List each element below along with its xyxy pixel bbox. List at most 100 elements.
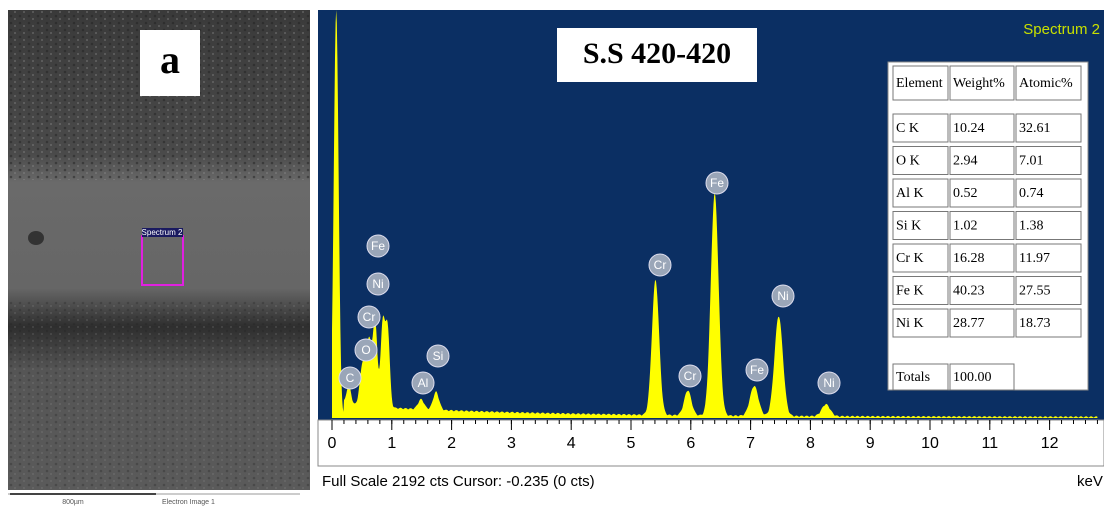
- table-cell: [1015, 178, 1082, 208]
- table-cell: [892, 276, 949, 305]
- table-cell: [949, 146, 1015, 175]
- peak-label: O: [361, 343, 370, 357]
- table-cell: [892, 65, 949, 101]
- table-cell: [1015, 146, 1082, 175]
- status: Full Scale 2192 cts Cursor: -0.235 (0 ct…: [322, 473, 595, 490]
- table-cell: [1015, 243, 1082, 273]
- peak-label: Ni: [823, 376, 834, 390]
- peak-marker: [678, 364, 702, 388]
- x-tick-label: 4: [567, 435, 576, 452]
- table-text: O K: [896, 154, 920, 169]
- peak-labels: CO Cr Ni Fe Al Si Cr Cr Fe Fe Ni Ni: [338, 171, 841, 395]
- table-cell: [892, 211, 949, 240]
- table-cell: [1015, 276, 1082, 305]
- table-text: 100.00: [953, 370, 992, 385]
- table-cell: [1015, 65, 1082, 101]
- x-unit: keV: [1077, 473, 1103, 490]
- table-cell: [1015, 308, 1082, 338]
- table-text: Cr K: [896, 251, 924, 266]
- region-label: Spectrum 2: [142, 228, 183, 237]
- peak-label: C: [346, 371, 355, 385]
- x-tick-label: 12: [1041, 435, 1059, 452]
- peak-label: Ni: [372, 277, 383, 291]
- panel-label-box: [140, 30, 200, 96]
- table-text: 18.73: [1019, 316, 1051, 331]
- table-text: Al K: [896, 186, 924, 201]
- table-text: Fe K: [896, 284, 924, 299]
- table-cell: [949, 363, 1015, 391]
- table-text: 1.38: [1019, 219, 1044, 234]
- table-cell: [949, 113, 1015, 143]
- table-text: 40.23: [953, 284, 985, 299]
- table-cell: [892, 243, 949, 273]
- table-text: Si K: [896, 219, 921, 234]
- x-tick-label: 6: [686, 435, 695, 452]
- spectrum-curve: [332, 10, 1098, 418]
- table-cell: [892, 308, 949, 338]
- peak-marker: [745, 358, 769, 382]
- table-cell: [892, 178, 949, 208]
- x-tick-label: 3: [507, 435, 516, 452]
- spectrum-name: Spectrum 2: [1023, 21, 1100, 38]
- composition-table: Element Weight% Atomic% C K 10.24 32.61 O K 2.9…: [887, 61, 1089, 391]
- x-tick-label: 10: [921, 435, 939, 452]
- peak-marker: [338, 366, 362, 390]
- x-tick-label: 5: [627, 435, 636, 452]
- table-text: Atomic%: [1019, 76, 1073, 91]
- peak-label: Ni: [777, 289, 788, 303]
- table-cell: [949, 211, 1015, 240]
- table-text: 2.94: [953, 154, 978, 169]
- table-text: 10.24: [953, 121, 985, 136]
- table-cell: [949, 243, 1015, 273]
- table-text: Weight%: [953, 76, 1005, 91]
- peak-marker: [705, 171, 729, 195]
- axis-strip: [317, 419, 1104, 467]
- peak-label: Cr: [654, 258, 667, 272]
- table-cell: [949, 178, 1015, 208]
- table-text: Ni K: [896, 316, 924, 331]
- table-text: 27.55: [1019, 284, 1051, 299]
- x-axis: 0 1 2 3 4 5 6 7 8 9 10 11 12: [328, 420, 1098, 452]
- caption: Electron Image 1: [162, 499, 215, 506]
- table-cell: [892, 113, 949, 143]
- table-cell: [1015, 211, 1082, 240]
- table-text: 11.97: [1019, 251, 1050, 266]
- peak-marker: [366, 234, 390, 258]
- peak-label: Fe: [710, 176, 724, 190]
- table-text: 0.74: [1019, 186, 1044, 201]
- peak-label: Fe: [750, 363, 764, 377]
- peak-marker: [366, 272, 390, 296]
- table-text: Totals: [896, 370, 930, 385]
- x-tick-label: 7: [746, 435, 755, 452]
- table-cell: [892, 146, 949, 175]
- peak-label: Al: [418, 376, 429, 390]
- table-cell: [1015, 113, 1082, 143]
- table-text: 16.28: [953, 251, 985, 266]
- title-box: [557, 28, 757, 82]
- x-tick-label: 1: [387, 435, 396, 452]
- spectrum-title: S.S 420-420: [583, 37, 731, 70]
- table-text: 32.61: [1019, 121, 1051, 136]
- table-cell: [949, 308, 1015, 338]
- peak-marker: [357, 305, 381, 329]
- table-text: C K: [896, 121, 919, 136]
- table-cell: [892, 363, 949, 391]
- x-tick-label: 0: [328, 435, 337, 452]
- table-text: 7.01: [1019, 154, 1044, 169]
- peak-label: Cr: [363, 310, 376, 324]
- scale-bar: 800µm: [62, 499, 84, 506]
- peak-label: Cr: [684, 369, 697, 383]
- peak-marker: [817, 371, 841, 395]
- x-tick-label: 8: [806, 435, 815, 452]
- peak-marker: [411, 371, 435, 395]
- peak-label: Si: [433, 349, 444, 363]
- table-text: 0.52: [953, 186, 978, 201]
- peak-marker: [771, 284, 795, 308]
- x-tick-label: 2: [447, 435, 456, 452]
- table-text: 1.02: [953, 219, 978, 234]
- table-text: 28.77: [953, 316, 985, 331]
- peak-marker: [426, 344, 450, 368]
- x-tick-label: 11: [981, 435, 998, 452]
- peak-marker: [648, 253, 672, 277]
